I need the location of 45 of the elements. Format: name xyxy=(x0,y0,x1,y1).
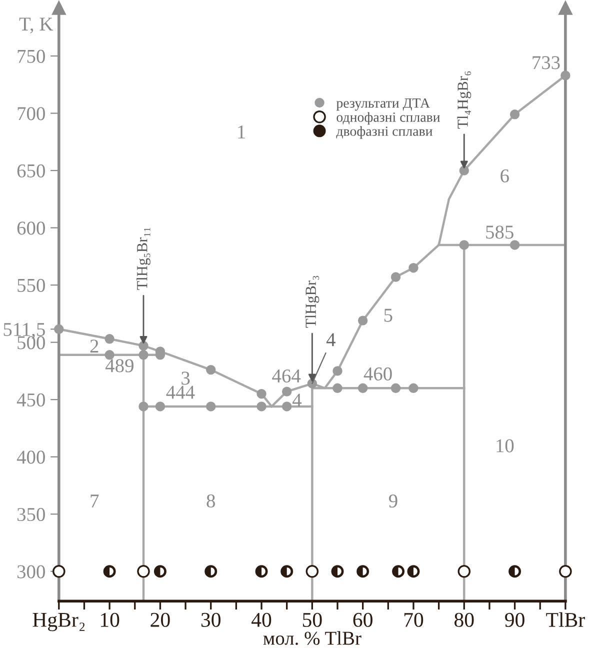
annotation: 7 xyxy=(90,494,99,508)
y-tick-label: 750 xyxy=(18,50,45,63)
annotation: 10 xyxy=(496,439,514,452)
annotation: 6 xyxy=(500,169,509,182)
y-tick-label: 400 xyxy=(16,450,45,464)
annotation: 4 xyxy=(292,394,302,406)
annotation: 460 xyxy=(364,367,392,380)
annotation: TlHg₅Br₁₁ xyxy=(136,228,150,290)
annotation: 2 xyxy=(90,340,98,353)
annotation: 733 xyxy=(532,56,560,70)
annotation: Tl₄HgBr₆ xyxy=(457,71,472,129)
annotation: 1 xyxy=(238,125,245,138)
x-tick-label: TlBr xyxy=(546,612,585,627)
annotation: 8 xyxy=(206,494,215,508)
y-tick-label: 600 xyxy=(17,222,45,235)
y-tick-label: 350 xyxy=(17,508,45,522)
x-tick-label: 10 xyxy=(100,612,120,627)
annotation: 4 xyxy=(326,333,336,346)
x-tick-label: HgBr₂ xyxy=(32,613,85,632)
x-tick-label: 40 xyxy=(252,612,272,627)
annotation: 3 xyxy=(182,372,190,385)
annotation: 464 xyxy=(272,369,301,383)
y-axis-title: T, K xyxy=(19,18,54,34)
y-tick-label: 300 xyxy=(17,565,45,578)
legend-label: однофазні сплави xyxy=(336,112,440,125)
legend-label: двофазні сплави xyxy=(336,126,432,139)
annotation: 489 xyxy=(105,359,134,372)
annotation: 444 xyxy=(166,386,195,399)
x-axis-title: мол. % TlBr xyxy=(263,631,362,645)
annotation: 585 xyxy=(486,226,514,239)
annotation: TlHgBr₃ xyxy=(305,276,320,328)
annotation: 9 xyxy=(388,494,398,508)
x-tick-label: 50 xyxy=(302,612,322,627)
y-tick-label: 650 xyxy=(17,164,45,178)
legend-label: результати ДТА xyxy=(336,98,430,111)
y-tick-label: 550 xyxy=(18,278,45,292)
x-tick-label: 60 xyxy=(353,612,372,627)
x-tick-label: 30 xyxy=(201,612,220,627)
y-tick-label: 450 xyxy=(16,393,45,407)
x-tick-label: 90 xyxy=(505,612,524,627)
x-tick-label: 80 xyxy=(454,612,474,627)
x-tick-label: 20 xyxy=(150,612,170,627)
annotation: 5 xyxy=(384,308,392,322)
y-tick-label: 700 xyxy=(18,107,45,120)
x-tick-label: 70 xyxy=(404,612,424,627)
